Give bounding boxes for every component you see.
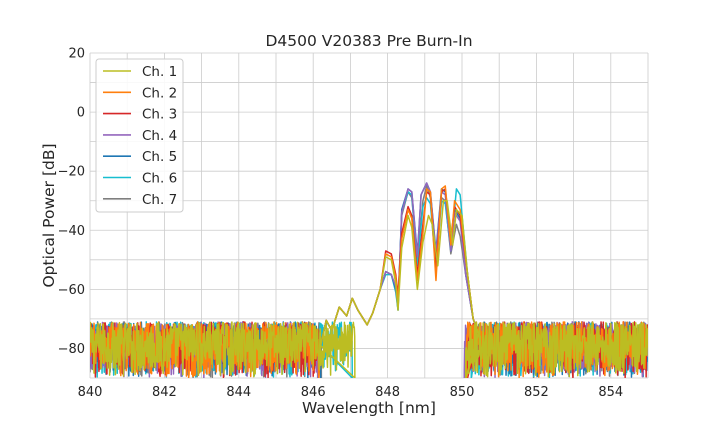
- x-tick-label: 844: [226, 385, 251, 400]
- chart-title: D4500 V20383 Pre Burn-In: [265, 32, 472, 50]
- legend: Ch. 1 Ch. 2 Ch. 3 Ch. 4 Ch. 5 Ch. 6 Ch. 7: [95, 58, 184, 213]
- x-tick-label: 850: [450, 385, 475, 400]
- x-axis-label: Wavelength [nm]: [302, 399, 436, 417]
- legend-label: Ch. 6: [142, 171, 177, 187]
- legend-label: Ch. 3: [142, 107, 177, 123]
- x-tick-label: 842: [152, 385, 177, 400]
- x-tick-label: 840: [78, 385, 103, 400]
- y-tick-label: −80: [58, 342, 85, 357]
- y-tick-label: −40: [58, 224, 85, 239]
- legend-label: Ch. 4: [142, 128, 177, 144]
- x-tick-label: 846: [301, 385, 326, 400]
- series-line-ch-1: [90, 199, 648, 378]
- y-axis-label: Optical Power [dB]: [40, 143, 58, 287]
- legend-label: Ch. 7: [142, 192, 177, 208]
- x-tick-label: 854: [598, 385, 623, 400]
- x-tick-label: 852: [524, 385, 549, 400]
- x-tick-label: 848: [375, 385, 400, 400]
- y-tick-label: −20: [58, 165, 85, 180]
- y-tick-label: 0: [77, 106, 85, 121]
- y-tick-labels: 20 0 −20 −40 −60 −80: [58, 47, 85, 357]
- legend-label: Ch. 5: [142, 149, 177, 165]
- x-tick-labels: 840 842 844 846 848 850 852 854: [78, 385, 624, 400]
- series-group: [90, 182, 648, 378]
- y-tick-label: −60: [58, 283, 85, 298]
- y-tick-label: 20: [68, 47, 85, 62]
- legend-label: Ch. 1: [142, 64, 177, 80]
- legend-frame: [95, 58, 184, 213]
- legend-label: Ch. 2: [142, 85, 177, 101]
